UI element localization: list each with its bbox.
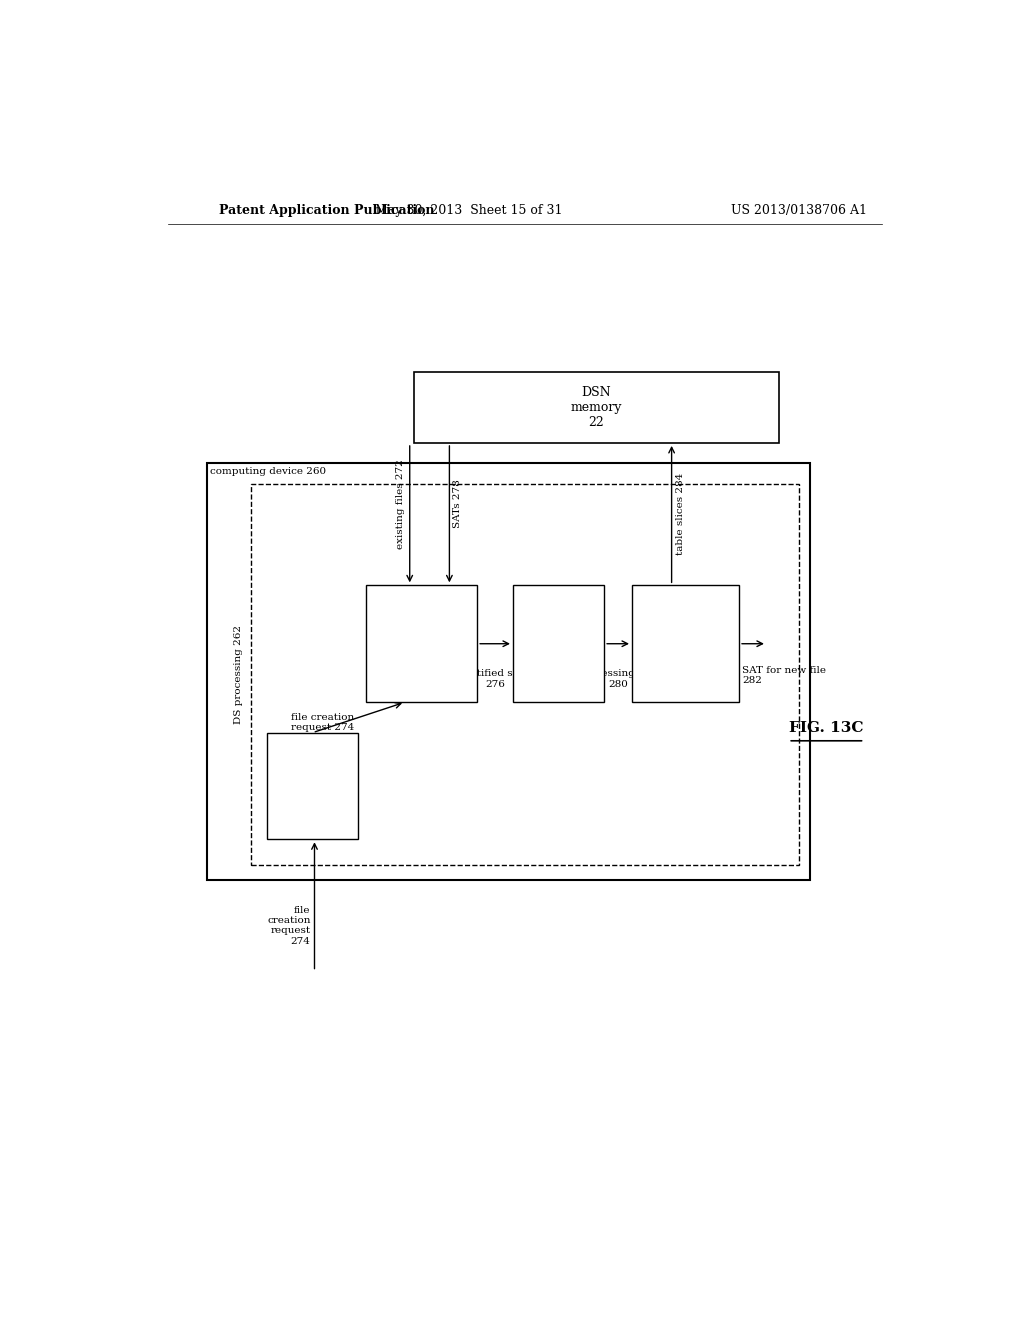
Bar [207, 463, 811, 880]
Text: file creation
request 274: file creation request 274 [291, 713, 354, 733]
Text: identify
module 266: identify module 266 [388, 632, 455, 655]
Text: receive
request
module 264: receive request module 264 [280, 770, 346, 803]
Text: address
module 268: address module 268 [525, 632, 592, 655]
Text: SATs 278: SATs 278 [454, 479, 463, 528]
Bar [267, 733, 358, 840]
Text: US 2013/0138706 A1: US 2013/0138706 A1 [731, 205, 867, 218]
Bar [367, 585, 477, 702]
Bar [513, 585, 604, 702]
Text: May 30, 2013  Sheet 15 of 31: May 30, 2013 Sheet 15 of 31 [376, 205, 563, 218]
Text: existing files 272: existing files 272 [396, 459, 404, 549]
Bar [251, 483, 799, 865]
Bar [414, 372, 779, 444]
Text: file
creation
request
274: file creation request 274 [267, 906, 310, 946]
Text: SAT for new file
282: SAT for new file 282 [742, 667, 826, 685]
Text: DSN
memory
22: DSN memory 22 [570, 385, 622, 429]
Text: Patent Application Publication: Patent Application Publication [219, 205, 435, 218]
Text: addressing info
280: addressing info 280 [578, 669, 658, 689]
Text: generate SAT
module 270: generate SAT module 270 [647, 632, 724, 655]
Text: DS processing 262: DS processing 262 [234, 624, 243, 723]
Text: identified slices
276: identified slices 276 [454, 669, 537, 689]
Text: table slices 284: table slices 284 [677, 473, 685, 556]
Text: computing device 260: computing device 260 [210, 467, 326, 477]
Text: FIG. 13C: FIG. 13C [790, 721, 863, 735]
Bar [632, 585, 739, 702]
